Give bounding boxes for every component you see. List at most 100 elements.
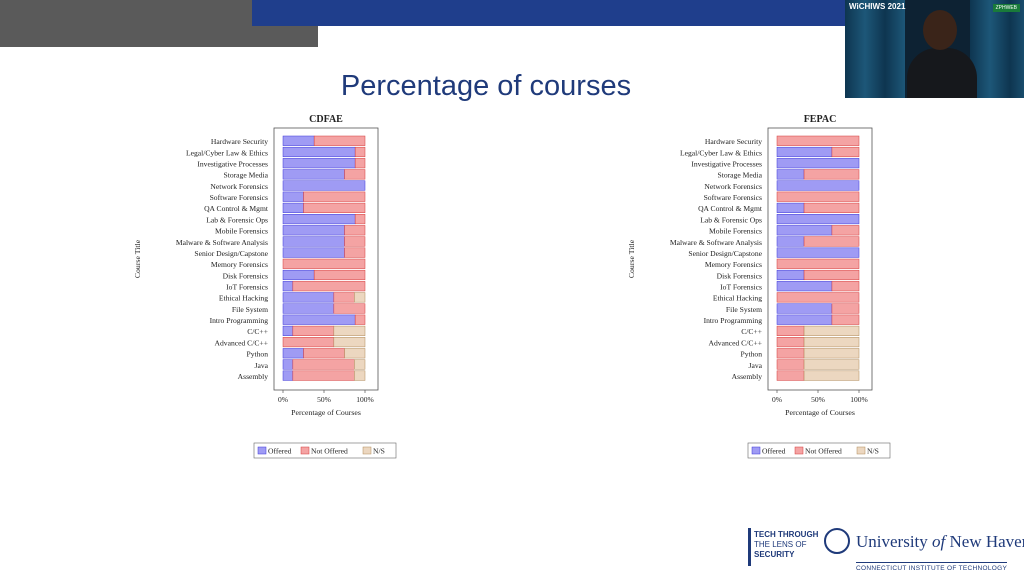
tech-line-1: TECH THROUGH	[754, 530, 819, 539]
bar-segment-n-s	[354, 359, 366, 370]
bar-segment-not-offered	[303, 348, 345, 359]
bar-segment-not-offered	[344, 236, 366, 247]
university-of: of	[932, 532, 946, 551]
category-label: IoT Forensics	[226, 282, 268, 291]
legend-label: N/S	[373, 447, 385, 456]
bar-segment-offered	[776, 314, 833, 325]
category-label: Disk Forensics	[223, 271, 268, 280]
legend-swatch	[794, 446, 804, 455]
bar-segment-n-s	[803, 325, 860, 336]
tech-line-3: SECURITY	[754, 550, 795, 559]
bar-segment-offered	[776, 146, 833, 158]
legend-swatch	[257, 446, 267, 455]
bar-segment-offered	[282, 169, 345, 180]
bar-segment-not-offered	[292, 281, 366, 292]
category-label: Lab & Forensic Ops	[700, 215, 762, 224]
legend-swatch	[300, 446, 310, 455]
bar-segment-offered	[776, 225, 833, 236]
category-label: Legal/Cyber Law & Ethics	[186, 148, 268, 157]
legend-swatch	[751, 446, 761, 455]
bar-segment-offered	[282, 236, 345, 247]
bar-segment-offered	[776, 202, 805, 213]
bar-segment-offered	[776, 269, 805, 281]
legend-label: N/S	[867, 447, 879, 456]
category-label: Python	[246, 350, 268, 359]
category-label: Assembly	[732, 372, 763, 381]
bar-segment-not-offered	[313, 269, 366, 281]
legend-label: Offered	[268, 447, 292, 456]
bar-segment-not-offered	[803, 202, 860, 213]
bar-segment-n-s	[333, 325, 366, 336]
bar-segment-offered	[776, 236, 805, 247]
bar-segment-offered	[282, 370, 294, 381]
bar-segment-not-offered	[282, 337, 335, 348]
category-label: C/C++	[247, 327, 268, 336]
category-label: Software Forensics	[704, 193, 762, 202]
bar-segment-not-offered	[354, 146, 366, 158]
bar-segment-not-offered	[354, 214, 366, 225]
bar-segment-not-offered	[803, 269, 860, 281]
bar-segment-offered	[282, 281, 294, 292]
legend-box	[253, 442, 397, 459]
bar-segment-not-offered	[803, 236, 860, 247]
bar-segment-offered	[776, 247, 860, 258]
university-suffix: New Haven	[945, 532, 1024, 551]
curtain-right	[970, 0, 1024, 98]
category-label: Python	[740, 350, 762, 359]
bar-segment-offered	[776, 214, 860, 225]
x-axis-label: Percentage of Courses	[785, 408, 855, 417]
category-label: Ethical Hacking	[219, 294, 268, 303]
bar-segment-not-offered	[292, 359, 355, 370]
university-prefix: University	[856, 532, 933, 551]
x-tick-label: 100%	[356, 395, 374, 404]
bar-segment-n-s	[803, 359, 860, 370]
bar-segment-not-offered	[292, 325, 335, 336]
bar-segment-offered	[776, 169, 805, 180]
bar-segment-offered	[282, 214, 356, 225]
bar-segment-n-s	[354, 292, 366, 303]
category-label: Hardware Security	[211, 137, 268, 146]
y-axis-label: Course Title	[133, 239, 142, 278]
legend-swatch	[856, 446, 866, 455]
category-label: Mobile Forensics	[709, 227, 762, 236]
bar-segment-not-offered	[354, 314, 366, 325]
bar-segment-not-offered	[313, 135, 366, 146]
category-label: Storage Media	[224, 171, 269, 180]
category-label: Legal/Cyber Law & Ethics	[680, 148, 762, 157]
x-tick-label: 0%	[278, 395, 288, 404]
bar-segment-offered	[282, 292, 335, 303]
tech-logo-bar	[748, 528, 751, 566]
bar-segment-not-offered	[776, 135, 860, 146]
category-label: Memory Forensics	[705, 260, 762, 269]
bar-segment-not-offered	[831, 225, 860, 236]
bar-segment-n-s	[803, 337, 860, 348]
legend-label: Not Offered	[805, 447, 842, 456]
bar-segment-not-offered	[776, 258, 860, 269]
category-label: File System	[726, 305, 762, 314]
bar-segment-offered	[282, 269, 315, 281]
category-label: Intro Programming	[210, 316, 269, 325]
bar-segment-offered	[282, 303, 335, 314]
bar-segment-offered	[282, 158, 356, 169]
category-label: Investigative Processes	[197, 159, 268, 168]
chart-title: FEPAC	[804, 114, 837, 125]
category-label: Advanced C/C++	[215, 338, 269, 347]
bar-segment-not-offered	[776, 359, 805, 370]
legend-label: Offered	[762, 447, 786, 456]
category-label: Network Forensics	[704, 182, 762, 191]
category-label: Advanced C/C++	[709, 338, 763, 347]
cdfae-chart: CDFAE Hardware Security Legal/Cyber Law & …	[133, 114, 397, 459]
bar-segment-offered	[776, 303, 833, 314]
bar-segment-not-offered	[831, 303, 860, 314]
category-label: Mobile Forensics	[215, 227, 268, 236]
bar-segment-offered	[282, 146, 356, 158]
slide-title: Percentage of courses	[340, 70, 632, 102]
category-label: QA Control & Mgmt	[204, 204, 269, 213]
speaker-head	[923, 10, 957, 50]
bar-segment-n-s	[354, 370, 366, 381]
x-axis-label: Percentage of Courses	[291, 408, 361, 417]
x-tick-label: 50%	[317, 395, 331, 404]
legend-swatch	[362, 446, 372, 455]
university-name: University of New Haven	[856, 532, 1024, 552]
bar-segment-offered	[282, 348, 304, 359]
